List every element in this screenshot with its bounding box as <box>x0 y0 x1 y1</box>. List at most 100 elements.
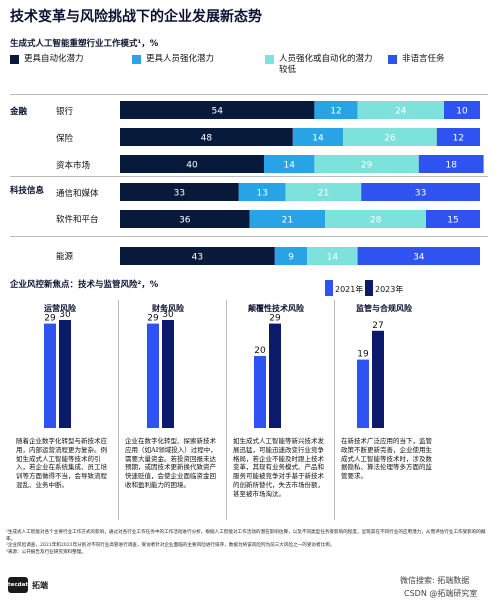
group-label-finance: 金融 <box>10 107 28 117</box>
stacked-bar-segment <box>292 128 344 146</box>
row-label-banking: 银行 <box>56 107 74 117</box>
column-bar <box>372 330 384 428</box>
stacked-bar-segment <box>120 210 250 228</box>
bar-value-label: 36 <box>179 216 191 226</box>
bar-value-label: 14 <box>283 161 295 171</box>
bar-value-label: 13 <box>256 189 267 199</box>
stacked-bar-segment <box>357 247 480 265</box>
bar-value-label: 14 <box>327 253 339 263</box>
panel-title-compliance: 监管与合规风险 <box>356 304 412 313</box>
stacked-bar-segment <box>444 101 480 119</box>
column-value-label: 30 <box>59 310 71 320</box>
legend-swatch <box>388 55 397 64</box>
legend-swatch <box>132 55 141 64</box>
legend-label: 非语言任务 <box>402 54 445 64</box>
stacked-bar-segment <box>264 155 315 173</box>
stacked-bar-segment <box>314 101 358 119</box>
bar-value-label: 29 <box>361 161 373 171</box>
bar-value-label: 21 <box>282 216 293 226</box>
footnote-3: ³来源：公开报告及行业研究资料整理。 <box>6 549 86 555</box>
stacked-bar-segment <box>120 101 315 119</box>
column-bar <box>254 356 266 428</box>
panel-text-financial: 企业在数字化转型、探索新技术应用（如AI领域投入）过程中，需要大量资金。若投资回… <box>125 437 217 489</box>
legend-item-augmentation: 更具人员强化潜力 <box>132 54 214 65</box>
bar-value-label: 21 <box>318 189 329 199</box>
column-bar <box>162 320 174 428</box>
column-value-label: 20 <box>254 346 266 356</box>
watermark-1: 微信搜索: 拓端数据 <box>400 576 470 585</box>
row-label-telecom-media: 通信和媒体 <box>56 189 99 199</box>
stacked-bar-segment <box>285 183 362 201</box>
column-value-label: 29 <box>269 314 281 324</box>
footnote-1: ¹生成式人工智能对各个主要行业工作方式的影响，通过对各行业工作任务中的工作活动进… <box>6 530 486 542</box>
panel-title-operations: 运营风险 <box>44 304 76 313</box>
legend-label-2021: 2021年 <box>335 285 364 294</box>
panel-title-disruption: 颠覆性技术风险 <box>248 304 304 313</box>
row-label-capital-markets: 资本市场 <box>56 161 91 171</box>
stacked-bar-segment <box>426 210 480 228</box>
page-title: 技术变革与风险挑战下的企业发展新态势 <box>10 9 262 25</box>
divider <box>10 236 488 237</box>
row-label-energy: 能源 <box>56 252 74 262</box>
panel-divider <box>118 300 119 520</box>
legend-label: 更具人员强化潜力 <box>146 54 215 64</box>
legend-swatch <box>265 55 274 64</box>
legend-swatch <box>10 55 19 64</box>
bar-value-label: 48 <box>201 134 213 144</box>
bar-value-label: 40 <box>186 161 198 171</box>
column-value-label: 27 <box>372 321 383 331</box>
legend-label-2023: 2023年 <box>375 285 404 294</box>
divider <box>10 94 488 95</box>
brand-name: 拓端 <box>32 581 48 590</box>
footnotes: ¹生成式人工智能对各个主要行业工作方式的影响，通过对各行业工作任务中的工作活动进… <box>6 530 494 556</box>
column-value-label: 30 <box>162 310 174 320</box>
footnote-2: ²企业风险调查，2021年和2023年分别对不同行业高管进行调查，受访者针对企业… <box>6 543 335 549</box>
group-label-tech: 科技信息 <box>10 186 45 196</box>
section2-title: 企业风控新焦点：技术与监管风险²，% <box>10 280 159 290</box>
stacked-bar-segment <box>120 155 264 173</box>
bar-value-label: 54 <box>211 107 223 117</box>
stacked-bar-segment <box>249 210 326 228</box>
bar-value-label: 12 <box>453 134 464 144</box>
bar-value-label: 34 <box>413 253 425 263</box>
divider <box>10 176 488 177</box>
bar-value-label: 26 <box>384 134 396 144</box>
bar-value-label: 18 <box>445 161 457 171</box>
bar-value-label: 15 <box>447 216 458 226</box>
stacked-bar-segment <box>314 155 419 173</box>
stacked-bar-segment <box>307 247 358 265</box>
column-bar <box>59 320 71 428</box>
legend-item-automation: 更具自动化潜力 <box>10 54 84 65</box>
panel-divider <box>334 300 335 520</box>
stacked-bar-segment <box>274 247 308 265</box>
row-label-insurance: 保险 <box>56 134 74 144</box>
stacked-bar-segment <box>361 183 480 201</box>
column-value-label: 29 <box>147 314 159 324</box>
bar-value-label: 10 <box>456 107 468 117</box>
panel-text-operations: 随着企业数字化转型与新技术应用，内部运营流程更为复杂。例如生成式人工智能等技术的… <box>16 437 107 489</box>
bar-value-label: 43 <box>192 253 203 263</box>
panel-text-disruption: 如生成式人工智能等新兴技术发展迅猛，可能迅速改变行业竞争格局，若企业不能及时跟上… <box>233 437 324 498</box>
bar-value-label: 24 <box>395 107 407 117</box>
stacked-bar-segment <box>436 128 480 146</box>
legend-item-low-potential: 人员强化或自动化的潜力较低 <box>265 54 375 76</box>
brand-logo-icon: tecdat <box>8 577 28 593</box>
stacked-bar-segment <box>238 183 286 201</box>
legend-item-nonlanguage: 非语言任务 <box>388 54 445 65</box>
column-value-label: 29 <box>44 314 56 324</box>
row-label-software: 软件和平台 <box>56 215 99 225</box>
column-value-label: 19 <box>357 350 369 360</box>
bar-value-label: 33 <box>174 189 185 199</box>
column-bar <box>44 323 56 428</box>
column-bar <box>269 323 281 428</box>
legend-swatch <box>365 280 373 296</box>
bar-value-label: 9 <box>288 253 294 263</box>
panel-text-compliance: 在新技术广泛应用的当下，监管政策不断更新完善，企业使用生成式人工智能等技术时，涉… <box>341 437 432 481</box>
panel-title-financial: 财务风险 <box>152 304 184 313</box>
bar-value-label: 12 <box>330 107 341 117</box>
stacked-bar-segment <box>418 155 484 173</box>
legend-swatch <box>325 280 333 296</box>
legend-label: 更具自动化潜力 <box>24 54 84 64</box>
chart-subtitle: 生成式人工智能重塑行业工作模式¹，% <box>10 39 159 49</box>
